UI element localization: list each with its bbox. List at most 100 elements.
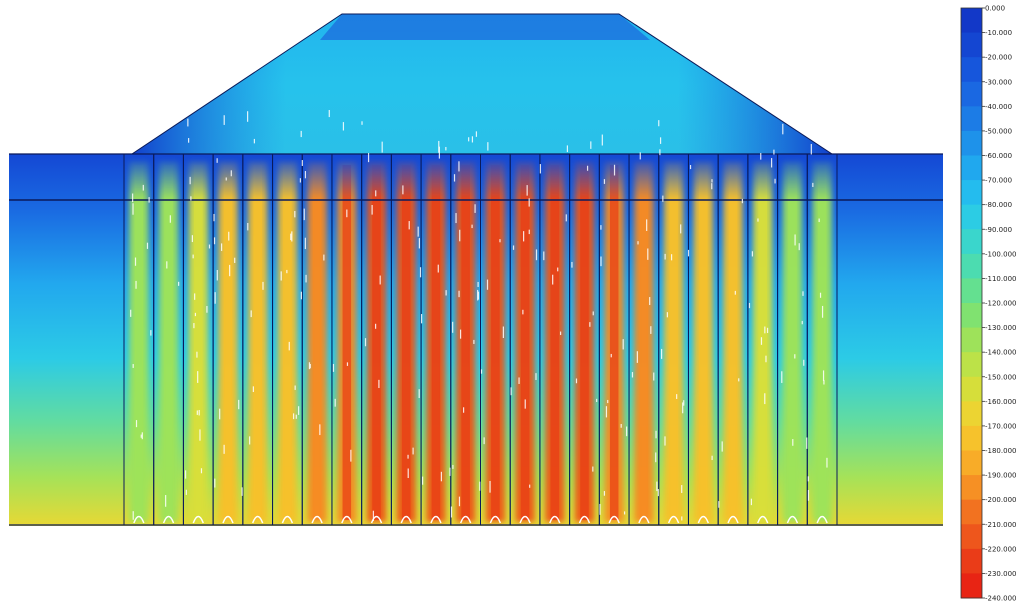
column-base-artifact — [222, 515, 234, 524]
speckle — [346, 362, 349, 366]
speckle — [639, 152, 641, 160]
speckle — [528, 198, 530, 207]
speckle — [408, 221, 410, 230]
speckle — [711, 183, 713, 190]
speckle — [766, 327, 769, 334]
speckle — [290, 233, 292, 241]
speckle — [765, 355, 767, 363]
speckle — [711, 179, 713, 183]
speckle — [142, 184, 144, 191]
speckle — [450, 506, 453, 518]
speckle — [185, 489, 187, 495]
legend-label: 0.000 — [985, 5, 1005, 13]
speckle — [190, 196, 192, 201]
speckle — [375, 190, 377, 197]
column-plumes — [129, 160, 832, 522]
column-base-artifact — [192, 515, 204, 524]
speckle — [681, 485, 683, 493]
speckle — [150, 330, 152, 336]
column-plume-core — [669, 165, 678, 520]
speckle — [622, 339, 624, 350]
speckle — [486, 279, 489, 290]
speckle — [262, 281, 264, 290]
speckle — [734, 290, 736, 295]
speckle — [420, 314, 423, 324]
speckle — [750, 498, 753, 506]
speckle — [571, 261, 573, 268]
legend-label: -210.000 — [985, 521, 1016, 529]
speckle — [165, 495, 167, 507]
speckle — [295, 414, 297, 419]
speckle — [757, 218, 759, 222]
speckle — [440, 471, 443, 482]
column-plume-core — [699, 165, 708, 520]
legend-swatch — [961, 376, 982, 402]
speckle — [417, 226, 419, 237]
speckle — [552, 274, 554, 285]
speckle — [741, 198, 743, 204]
speckle — [682, 402, 684, 414]
speckle — [660, 348, 663, 359]
speckle — [188, 138, 190, 143]
speckle — [196, 351, 198, 358]
speckle — [626, 426, 628, 437]
speckle — [166, 261, 168, 269]
legend-label: -40.000 — [985, 103, 1012, 111]
speckle — [477, 291, 480, 300]
speckle — [216, 269, 218, 281]
speckle — [308, 362, 311, 370]
column-base-artifact — [133, 515, 145, 524]
speckle — [193, 323, 195, 329]
speckle — [132, 193, 134, 203]
speckle — [445, 146, 447, 151]
speckle — [238, 399, 240, 410]
speckle — [792, 439, 794, 446]
speckle — [829, 115, 831, 120]
speckle — [437, 264, 439, 273]
speckle — [438, 146, 440, 159]
column-base-artifact — [311, 515, 323, 524]
column-base-artifact — [757, 515, 769, 524]
legend-label: -160.000 — [985, 398, 1016, 406]
speckle — [402, 185, 404, 195]
speckle — [191, 235, 193, 243]
legend-swatch — [961, 352, 982, 378]
speckle — [657, 489, 659, 497]
legend-label: -180.000 — [985, 447, 1016, 455]
speckle — [291, 231, 293, 242]
speckle — [487, 142, 489, 151]
speckle — [647, 248, 649, 260]
speckle — [803, 359, 805, 366]
column-base-artifact — [281, 515, 294, 524]
column-base-artifact — [162, 515, 175, 524]
speckle — [529, 484, 531, 488]
speckle — [206, 305, 208, 313]
speckle — [523, 231, 525, 242]
speckle — [309, 363, 311, 369]
column-plume-core — [491, 165, 500, 520]
speckle — [342, 122, 345, 131]
speckle — [445, 290, 447, 296]
column-plume-core — [372, 165, 381, 520]
legend-swatch — [961, 278, 982, 304]
legend-label: -240.000 — [985, 595, 1016, 603]
speckle — [367, 152, 370, 163]
legend-label: -200.000 — [985, 496, 1016, 504]
speckle — [364, 338, 367, 347]
speckle — [412, 447, 414, 455]
speckle — [539, 164, 541, 174]
legend-label: -70.000 — [985, 177, 1012, 185]
speckle — [748, 302, 751, 309]
speckle — [600, 256, 602, 267]
speckle — [438, 140, 440, 153]
speckle — [294, 210, 296, 218]
column-base-artifact — [578, 515, 591, 524]
speckle — [286, 269, 288, 274]
speckle — [477, 281, 479, 287]
speckle — [637, 241, 639, 245]
speckle — [610, 353, 612, 358]
column-plume-core — [758, 165, 768, 520]
speckle — [197, 371, 199, 383]
speckle — [132, 364, 134, 368]
legend-swatch — [961, 401, 982, 427]
